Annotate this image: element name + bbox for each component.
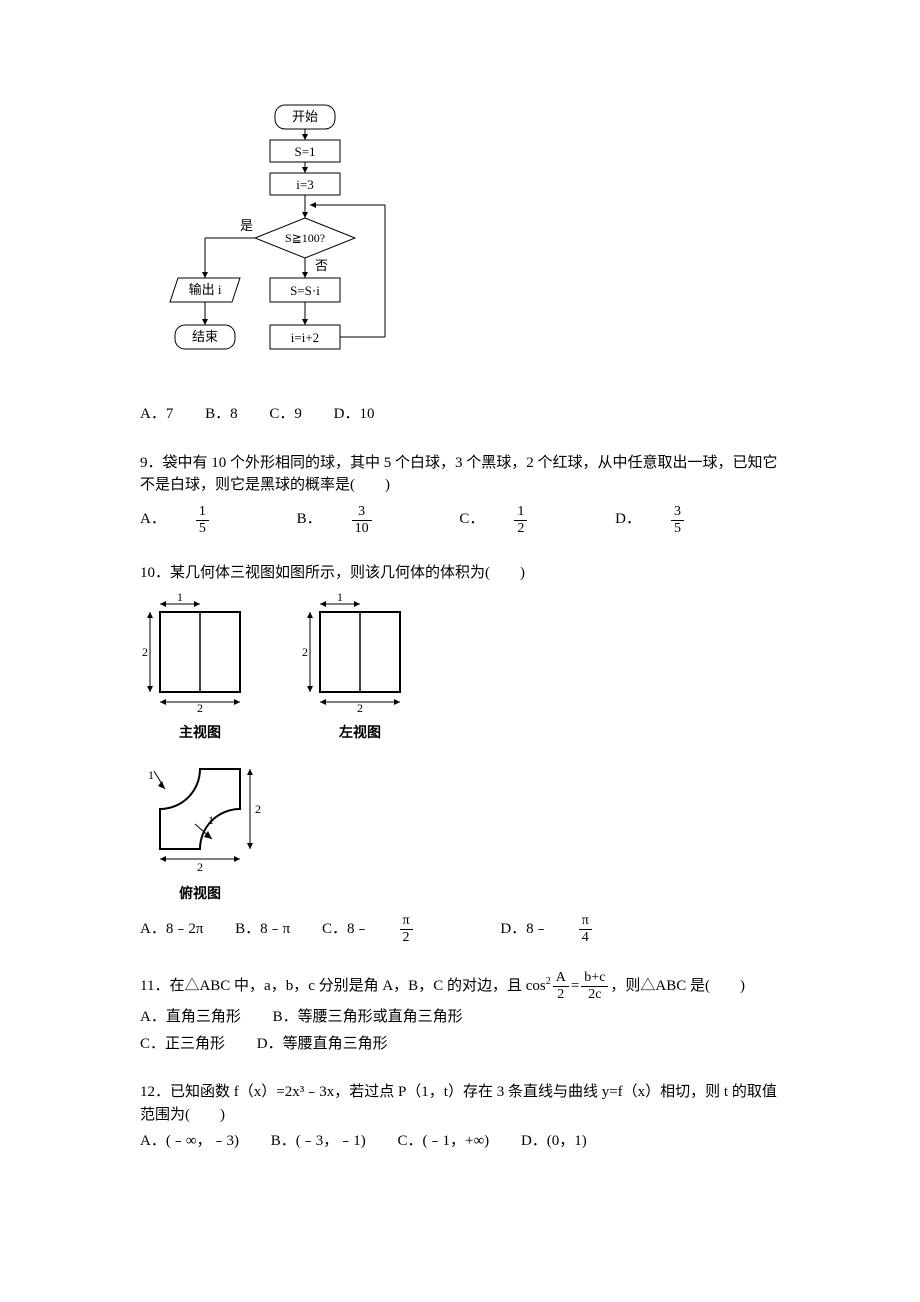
q8-opt-d: D．10 <box>334 403 375 426</box>
q10-opt-a: A．8﹣2π <box>140 918 203 941</box>
q10-left-view: 1 2 2 左视图 <box>300 592 420 743</box>
q12-opt-b: B．(﹣3，﹣1) <box>271 1130 366 1153</box>
q10-opt-d: D．8﹣π4 <box>500 914 647 945</box>
q9-opt-a: A．15 <box>140 505 265 536</box>
q10-stem: 10．某几何体三视图如图所示，则该几何体的体积为( ) <box>140 562 780 585</box>
svg-text:2: 2 <box>255 802 261 816</box>
q10-top-caption: 俯视图 <box>140 883 260 904</box>
fc-s-init: S=1 <box>294 144 315 159</box>
fc-update-s: S=S·i <box>290 283 320 298</box>
fc-end: 结束 <box>192 329 218 344</box>
q11: 11．在△ABC 中，a，b，c 分别是角 A，B，C 的对边，且 cos2A2… <box>140 971 780 1055</box>
q9-stem: 9．袋中有 10 个外形相同的球，其中 5 个白球，3 个黑球，2 个红球，从中… <box>140 452 780 497</box>
q12-opt-d: D．(0，1) <box>521 1130 587 1153</box>
svg-text:2: 2 <box>142 645 148 659</box>
q8-opt-b: B．8 <box>205 403 238 426</box>
q10-opt-b: B．8﹣π <box>235 918 290 941</box>
q9-opt-d: D．35 <box>615 505 740 536</box>
fc-no: 否 <box>315 258 328 273</box>
svg-text:1: 1 <box>148 768 154 782</box>
q12: 12．已知函数 f（x）=2x³﹣3x，若过点 P（1，t）存在 3 条直线与曲… <box>140 1081 780 1153</box>
fc-output: 输出 i <box>189 282 222 297</box>
q12-opt-c: C．(﹣1，+∞) <box>398 1130 490 1153</box>
q8-options: A．7 B．8 C．9 D．10 <box>140 403 780 426</box>
q11-opt-b: B．等腰三角形或直角三角形 <box>273 1006 463 1029</box>
svg-text:2: 2 <box>357 701 363 712</box>
svg-text:1: 1 <box>177 592 183 604</box>
fc-update-i: i=i+2 <box>291 330 319 345</box>
q10: 10．某几何体三视图如图所示，则该几何体的体积为( ) 1 2 <box>140 562 780 946</box>
flowchart: 开始 S=1 i=3 S≧100? 是 输出 i 结束 否 <box>160 100 780 395</box>
q11-opt-d: D．等腰直角三角形 <box>257 1033 388 1056</box>
svg-text:2: 2 <box>197 860 203 874</box>
svg-text:1: 1 <box>337 592 343 604</box>
q11-opt-c: C．正三角形 <box>140 1033 225 1056</box>
q9-opt-b: B．310 <box>297 505 428 536</box>
q11-opt-a: A．直角三角形 <box>140 1006 241 1029</box>
q10-main-view: 1 2 2 主视图 <box>140 592 260 743</box>
q9-opt-c: C．12 <box>459 505 583 536</box>
q10-left-caption: 左视图 <box>300 722 420 743</box>
q12-opt-a: A．(﹣∞，﹣3) <box>140 1130 239 1153</box>
fc-start: 开始 <box>292 109 318 124</box>
fc-i-init: i=3 <box>296 177 313 192</box>
q8-opt-a: A．7 <box>140 403 173 426</box>
q9: 9．袋中有 10 个外形相同的球，其中 5 个白球，3 个黑球，2 个红球，从中… <box>140 452 780 536</box>
q12-stem: 12．已知函数 f（x）=2x³﹣3x，若过点 P（1，t）存在 3 条直线与曲… <box>140 1081 780 1126</box>
q10-top-view: 1 2 1 2 俯视图 <box>140 749 780 905</box>
flowchart-svg: 开始 S=1 i=3 S≧100? 是 输出 i 结束 否 <box>160 100 420 390</box>
fc-yes: 是 <box>240 218 253 233</box>
svg-text:2: 2 <box>197 701 203 712</box>
page-content: 开始 S=1 i=3 S≧100? 是 输出 i 结束 否 <box>0 0 920 1239</box>
q10-main-caption: 主视图 <box>140 722 260 743</box>
svg-text:2: 2 <box>302 645 308 659</box>
q11-stem: 11．在△ABC 中，a，b，c 分别是角 A，B，C 的对边，且 cos2A2… <box>140 971 780 1002</box>
fc-cond: S≧100? <box>285 231 325 245</box>
q10-views-row1: 1 2 2 主视图 <box>140 592 780 743</box>
svg-text:1: 1 <box>208 813 214 827</box>
q10-opt-c: C．8﹣π2 <box>322 914 469 945</box>
q8-opt-c: C．9 <box>269 403 302 426</box>
